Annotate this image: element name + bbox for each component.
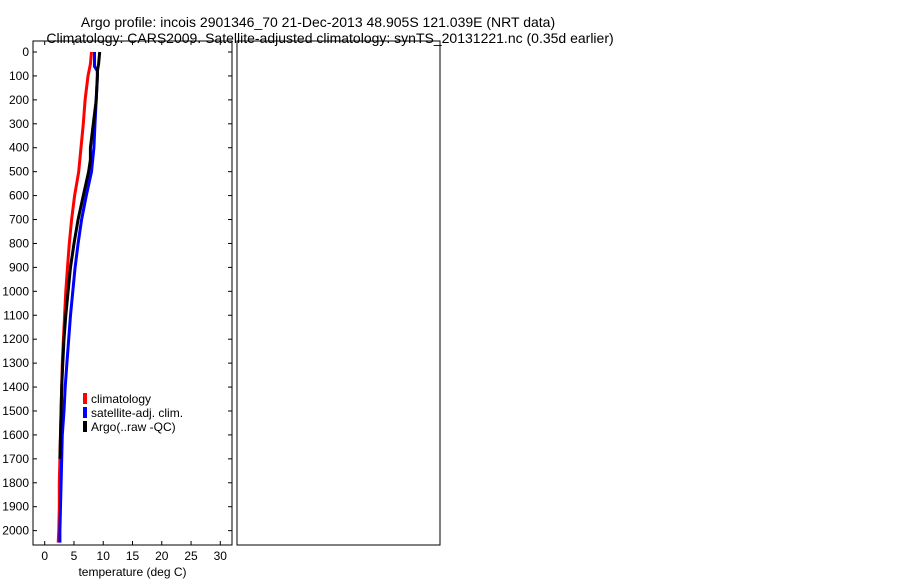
y-tick-label: 1300 bbox=[2, 356, 29, 370]
y-tick-label: 1200 bbox=[2, 332, 29, 346]
temperature-line-2 bbox=[58, 51, 102, 459]
temperature-x-tick-label: 0 bbox=[41, 549, 48, 563]
temperature-line-0 bbox=[56, 51, 93, 543]
y-tick-label: 500 bbox=[9, 165, 29, 179]
temperature-x-axis-label: temperature (deg C) bbox=[78, 565, 186, 579]
temperature-legend-entry-label: climatology bbox=[91, 392, 151, 406]
y-tick-label: 200 bbox=[9, 93, 29, 107]
temperature-x-tick-label: 10 bbox=[97, 549, 111, 563]
y-tick-label: 1800 bbox=[2, 476, 29, 490]
y-tick-label: 400 bbox=[9, 141, 29, 155]
y-tick-label: 800 bbox=[9, 236, 29, 250]
y-tick-label: 0 bbox=[22, 45, 29, 59]
y-tick-label: 1000 bbox=[2, 284, 29, 298]
y-tick-label: 2000 bbox=[2, 524, 29, 538]
y-tick-label: 100 bbox=[9, 69, 29, 83]
y-tick-label: 1900 bbox=[2, 500, 29, 514]
plot-frame-salinity bbox=[236, 40, 441, 546]
temperature-x-tick-label: 5 bbox=[71, 549, 78, 563]
y-tick-label: 900 bbox=[9, 260, 29, 274]
temperature-x-tick-label: 20 bbox=[155, 549, 169, 563]
temperature-legend-entry-swatch bbox=[83, 393, 87, 404]
y-tick-label: 1400 bbox=[2, 380, 29, 394]
temperature-x-tick-label: 30 bbox=[214, 549, 228, 563]
figure-title-line1: Argo profile: incois 2901346_70 21-Dec-2… bbox=[80, 14, 556, 30]
y-tick-label: 600 bbox=[9, 189, 29, 203]
temperature-x-tick-label: 25 bbox=[184, 549, 198, 563]
temperature-legend-entry-label: satellite-adj. clim. bbox=[91, 406, 183, 420]
y-tick-label: 300 bbox=[9, 117, 29, 131]
figure-title-line2: Climatology: CARS2009. Satellite-adjuste… bbox=[46, 30, 614, 46]
temperature-legend-entry-label: Argo(..raw -QC) bbox=[91, 420, 176, 434]
temperature-legend-entry-swatch bbox=[83, 421, 87, 432]
temperature-x-tick-label: 15 bbox=[126, 549, 140, 563]
temperature-legend-entry-swatch bbox=[83, 407, 87, 418]
y-tick-label: 1500 bbox=[2, 404, 29, 418]
y-tick-label: 700 bbox=[9, 213, 29, 227]
y-tick-label: 1600 bbox=[2, 428, 29, 442]
y-tick-label: 1100 bbox=[3, 308, 29, 322]
y-tick-label: 1700 bbox=[2, 452, 29, 466]
